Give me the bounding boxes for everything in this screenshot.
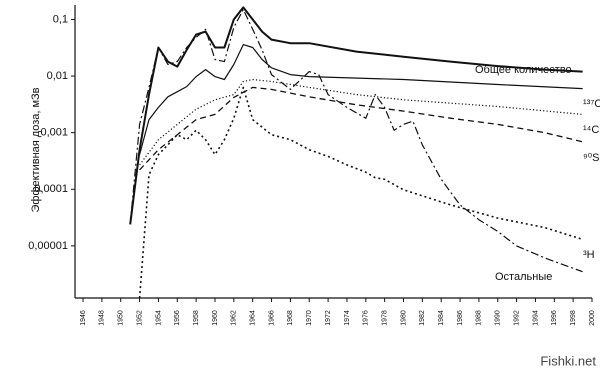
x-tick-label: 1952 [136, 310, 143, 326]
x-tick-label: 1960 [212, 310, 219, 326]
y-tick-label: 0,0001 [34, 183, 68, 195]
series-line [138, 86, 583, 299]
series-line [139, 86, 583, 171]
x-tick-label: 1958 [193, 310, 200, 326]
y-tick-label: 0,1 [53, 13, 68, 25]
x-tick-label: 1976 [363, 310, 370, 326]
x-tick-label: 1982 [419, 310, 426, 326]
x-tick-label: 1978 [381, 310, 388, 326]
x-tick-label: 1970 [306, 310, 313, 326]
series-line [129, 8, 583, 273]
x-tick-label: 1980 [400, 310, 407, 326]
x-tick-label: 1994 [532, 310, 539, 326]
x-tick-label: 1988 [476, 310, 483, 326]
x-tick-label: 1954 [155, 310, 162, 326]
x-tick-label: 1964 [250, 310, 257, 326]
x-tick-label: 1956 [174, 310, 181, 326]
series-label: ¹³⁷Cs [583, 98, 600, 110]
x-tick-label: 1990 [495, 310, 502, 326]
series-line [139, 44, 583, 155]
watermark: Fishki.net [540, 353, 596, 368]
x-tick-label: 1962 [231, 310, 238, 326]
x-tick-label: 1992 [513, 310, 520, 326]
series-line [129, 6, 583, 225]
x-tick-label: 1998 [570, 310, 577, 326]
x-tick-label: 1950 [118, 310, 125, 326]
series-label: ³H [583, 249, 595, 261]
x-tick-label: 1972 [325, 310, 332, 326]
x-tick-label: 1974 [344, 310, 351, 326]
x-tick-label: 1984 [438, 310, 445, 326]
x-tick-label: 1996 [551, 310, 558, 326]
x-tick-label: 1968 [287, 310, 294, 326]
y-axis-title: Эффективная доза, мЗв [30, 87, 42, 212]
series-line [139, 78, 583, 166]
y-tick-label: 0,00001 [28, 240, 68, 252]
y-tick-label: 0,01 [47, 70, 68, 82]
x-tick-label: 2000 [589, 310, 596, 326]
series-label: Остальные [495, 271, 552, 283]
series-label: ¹⁴C [583, 124, 599, 136]
x-tick-label: 1946 [80, 310, 87, 326]
series-label: Общее количество [475, 64, 572, 76]
x-tick-label: 1966 [268, 310, 275, 326]
x-tick-label: 1986 [457, 310, 464, 326]
x-tick-label: 1948 [99, 310, 106, 326]
y-tick-label: 0,001 [40, 127, 68, 139]
series-label: ⁹⁰Sr [583, 152, 600, 164]
